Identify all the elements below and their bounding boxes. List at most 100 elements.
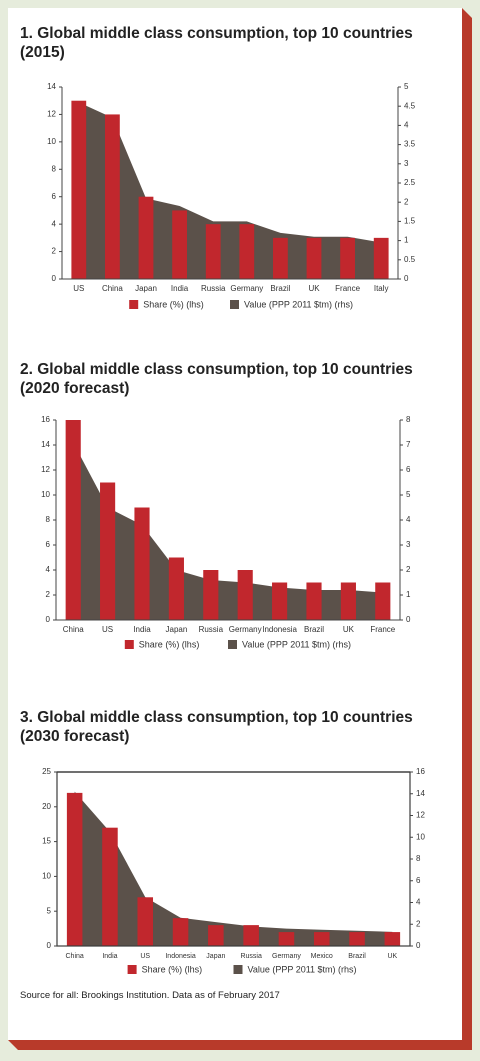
bar [100,482,116,620]
y2-tick-label: 16 [416,767,425,776]
y2-tick-label: 6 [406,465,411,474]
x-tick-label: Brazil [304,625,324,634]
x-tick-label: UK [343,625,355,634]
y-tick-label: 6 [52,192,57,201]
x-tick-label: Russia [240,953,262,960]
bar [102,827,118,946]
x-tick-label: China [102,284,123,293]
legend-label: Value (PPP 2011 $tm) (rhs) [244,299,353,309]
chart-title: 2. Global middle class consumption, top … [20,361,413,397]
y2-tick-label: 8 [406,415,411,424]
bar [239,224,255,279]
bar [203,570,219,620]
y2-tick-label: 0 [404,274,409,283]
bar [243,925,259,946]
bar [313,932,330,946]
x-tick-label: Japan [135,284,157,293]
area [73,442,383,620]
legend-swatch [129,300,139,309]
bar [306,237,322,279]
y2-tick-label: 5 [404,82,409,91]
bar [306,582,322,620]
bar [349,932,365,946]
y-tick-label: 8 [52,164,57,173]
y-tick-label: 4 [46,565,51,574]
y2-tick-label: 2 [404,197,409,206]
bar [134,507,150,620]
legend-swatch [230,300,239,309]
bar [138,196,154,279]
x-tick-label: Germany [230,284,263,293]
x-tick-label: Brazil [270,284,290,293]
bar [137,897,154,946]
bar [168,557,184,620]
bar [272,582,288,620]
y2-tick-label: 10 [416,832,425,841]
legend-swatch [127,965,137,974]
y-tick-label: 20 [42,802,51,811]
x-tick-label: UK [308,284,320,293]
bar [65,420,81,620]
bar [340,582,356,620]
y2-tick-label: 14 [416,789,425,798]
x-tick-label: Russia [199,625,224,634]
legend-swatch [233,965,243,974]
y-tick-label: 14 [41,440,50,449]
legend-label: Share (%) (lhs) [142,964,203,974]
y-tick-label: 16 [41,415,50,424]
chart-title: 1. Global middle class consumption, top … [20,25,413,61]
y-tick-label: 2 [52,247,57,256]
y-tick-label: 14 [47,82,56,91]
x-tick-label: Indonesia [262,625,297,634]
y2-tick-label: 8 [416,854,421,863]
y-tick-label: 10 [42,872,51,881]
y-tick-label: 5 [47,906,52,915]
legend-swatch [228,640,237,649]
y2-tick-label: 2 [406,565,411,574]
y2-tick-label: 1 [404,236,409,245]
y2-tick-label: 7 [406,440,411,449]
bar [71,100,87,279]
x-tick-label: Germany [272,953,301,960]
y-tick-label: 8 [46,515,51,524]
source-note: Source for all: Brookings Institution. D… [20,990,280,1001]
legend-label: Value (PPP 2011 $tm) (rhs) [248,964,357,974]
x-tick-label: Germany [229,625,262,634]
y-tick-label: 0 [52,274,57,283]
x-tick-label: China [66,953,84,960]
area [78,102,382,279]
x-tick-label: Italy [374,284,389,293]
y2-tick-label: 3 [406,540,411,549]
y2-tick-label: 3 [404,159,409,168]
legend-label: Share (%) (lhs) [139,639,200,649]
y-tick-label: 12 [47,110,56,119]
y2-tick-label: 3.5 [404,140,416,149]
y2-tick-label: 6 [416,876,421,885]
bar [237,570,253,620]
bar [205,224,221,279]
x-tick-label: Brazil [348,953,366,960]
x-tick-label: India [133,625,151,634]
x-tick-label: UK [387,953,397,960]
x-tick-label: India [102,953,117,960]
bar [384,932,401,946]
x-tick-label: Mexico [311,953,333,960]
x-tick-label: China [63,625,84,634]
y2-tick-label: 5 [406,490,411,499]
y2-tick-label: 1.5 [404,217,416,226]
legend-swatch [124,640,134,649]
area [74,791,393,946]
x-tick-label: Indonesia [165,953,195,960]
bar [373,237,389,279]
legend-label: Share (%) (lhs) [143,299,204,309]
y-tick-label: 10 [47,137,56,146]
y-tick-label: 10 [41,490,50,499]
y-tick-label: 4 [52,219,57,228]
bar [105,114,120,279]
y-tick-label: 0 [46,615,51,624]
x-tick-label: France [370,625,395,634]
y2-tick-label: 4.5 [404,101,416,110]
y2-tick-label: 4 [406,515,411,524]
y-tick-label: 0 [47,941,52,950]
